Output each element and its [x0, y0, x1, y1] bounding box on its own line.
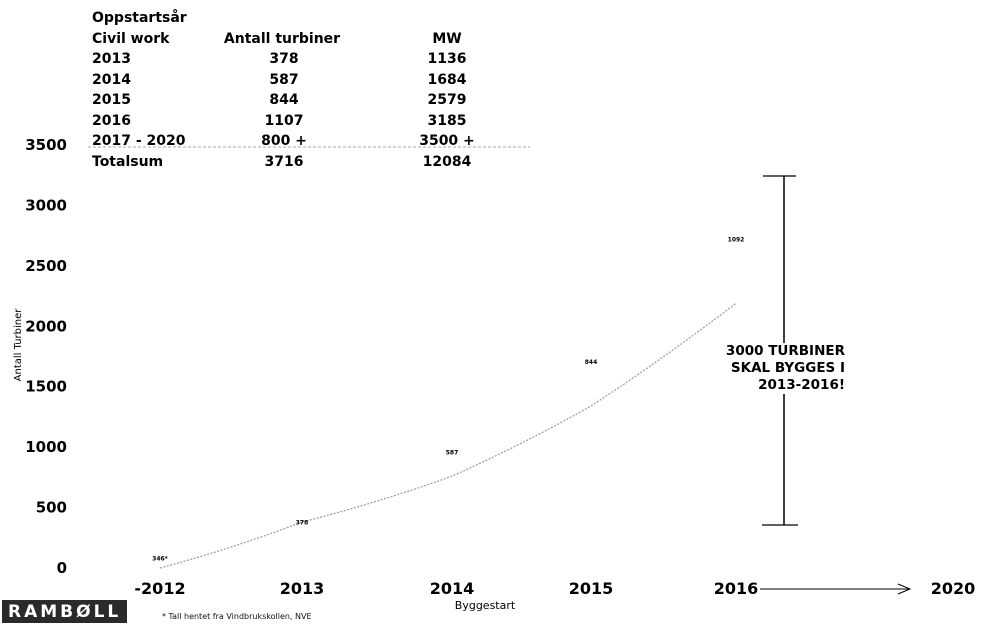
x-tick-label: 2014 — [430, 579, 475, 598]
y-axis: 0 500 1000 1500 2000 2500 3000 3500 — [25, 136, 67, 577]
x-axis-label: Byggestart — [455, 599, 516, 612]
series-group — [159, 302, 737, 569]
col-header-civil-work: Civil work — [92, 30, 170, 47]
y-tick-label: 1500 — [25, 378, 67, 396]
point-labels: 346* 378 587 844 1092 — [152, 237, 744, 563]
table-cell: 844 — [269, 92, 299, 108]
table-cell: 1684 — [427, 71, 467, 88]
data-label: 378 — [296, 519, 309, 526]
y-tick-label: 3000 — [25, 196, 67, 214]
growth-line — [159, 302, 737, 569]
y-tick-label: 1000 — [25, 438, 67, 456]
x-tick-label: -2012 — [134, 579, 185, 598]
table-cell: 2014 — [92, 71, 131, 88]
callout-line: SKAL BYGGES I — [730, 360, 845, 376]
table-cell: 1107 — [264, 112, 304, 129]
x-tick-label: 2020 — [931, 579, 976, 598]
col-header-turbines: Antall turbiner — [223, 30, 341, 47]
y-tick-label: 2500 — [25, 257, 67, 275]
table-cell: 3500 + — [419, 133, 475, 149]
callout-text: 3000 TURBINER SKAL BYGGES I 2013-2016! — [700, 343, 845, 394]
x-axis: -2012 2013 2014 2015 2016 2020 — [134, 579, 975, 598]
y-axis-label: Antall Turbiner — [13, 308, 24, 382]
table-cell: 12084 — [422, 153, 472, 170]
table-cell: 800 + — [261, 133, 307, 149]
y-tick-label: 0 — [57, 559, 67, 577]
table-cell: 587 — [269, 71, 299, 88]
source-note: * Tall hentet fra Vindbrukskollen, NVE — [162, 612, 312, 621]
x-tick-label: 2013 — [280, 579, 325, 598]
ramboll-logo: RAMBØLL — [2, 600, 128, 623]
table-cell: 2015 — [92, 92, 131, 108]
callout-line: 3000 TURBINER — [725, 343, 845, 359]
y-tick-label: 2000 — [25, 317, 67, 335]
table-cell: 2016 — [92, 112, 131, 129]
y-tick-label: 3500 — [25, 136, 67, 154]
col-header-mw: MW — [432, 30, 462, 47]
table-cell: 2013 — [92, 51, 131, 67]
data-label: 1092 — [728, 237, 745, 244]
data-label: 587 — [446, 449, 459, 456]
callout-line: 2013-2016! — [758, 377, 845, 393]
x-arrow — [760, 583, 912, 595]
table-cell: 1136 — [427, 51, 467, 67]
table-cell: Totalsum — [92, 153, 164, 170]
data-label: 844 — [585, 359, 598, 366]
table-cell: 3716 — [264, 153, 304, 170]
table-cell: 2579 — [427, 92, 467, 108]
x-tick-label: 2016 — [714, 579, 759, 598]
table-cell: 3185 — [427, 112, 467, 129]
table-cell: 2017 - 2020 — [92, 133, 186, 149]
data-label: 346* — [152, 556, 169, 563]
table-cell: 378 — [269, 51, 299, 67]
table-title: Oppstartsår — [92, 10, 187, 26]
x-tick-label: 2015 — [569, 579, 614, 598]
y-tick-label: 500 — [36, 499, 67, 517]
